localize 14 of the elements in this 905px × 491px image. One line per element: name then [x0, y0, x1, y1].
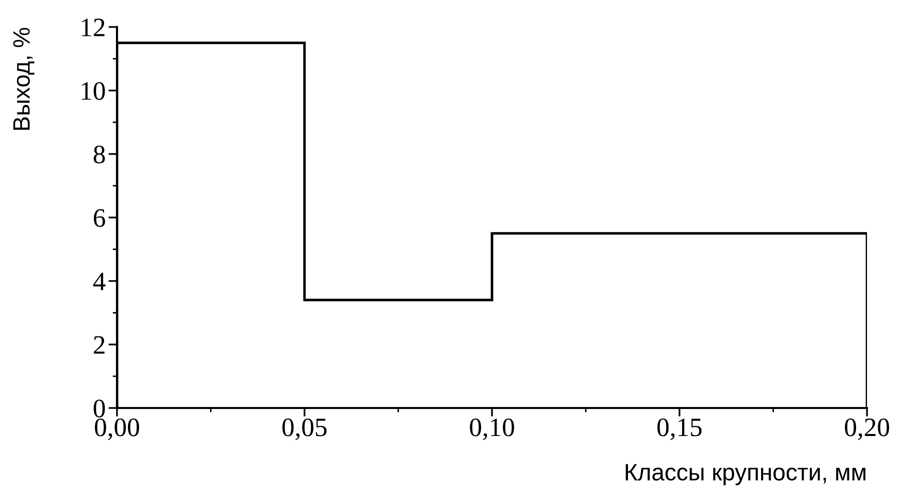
y-tick-label: 2 — [94, 336, 104, 354]
y-tick-label: 10 — [82, 82, 105, 100]
y-tick-label: 4 — [93, 272, 106, 290]
y-tick-label: 12 — [82, 18, 104, 36]
y-tick-label: 0 — [94, 400, 105, 418]
x-axis-title: Классы крупности, мм — [626, 464, 866, 486]
y-tick-label: 8 — [94, 146, 105, 164]
x-tick-label: 0,10 — [470, 418, 514, 440]
y-tick-label: 6 — [94, 209, 106, 227]
x-tick-label: 0,05 — [282, 418, 327, 440]
x-tick-label: 0,15 — [657, 418, 702, 440]
x-tick-label: 0,00 — [94, 418, 140, 440]
y-axis-title: Выход, % — [13, 28, 34, 130]
x-tick-label: 0,20 — [844, 418, 890, 440]
